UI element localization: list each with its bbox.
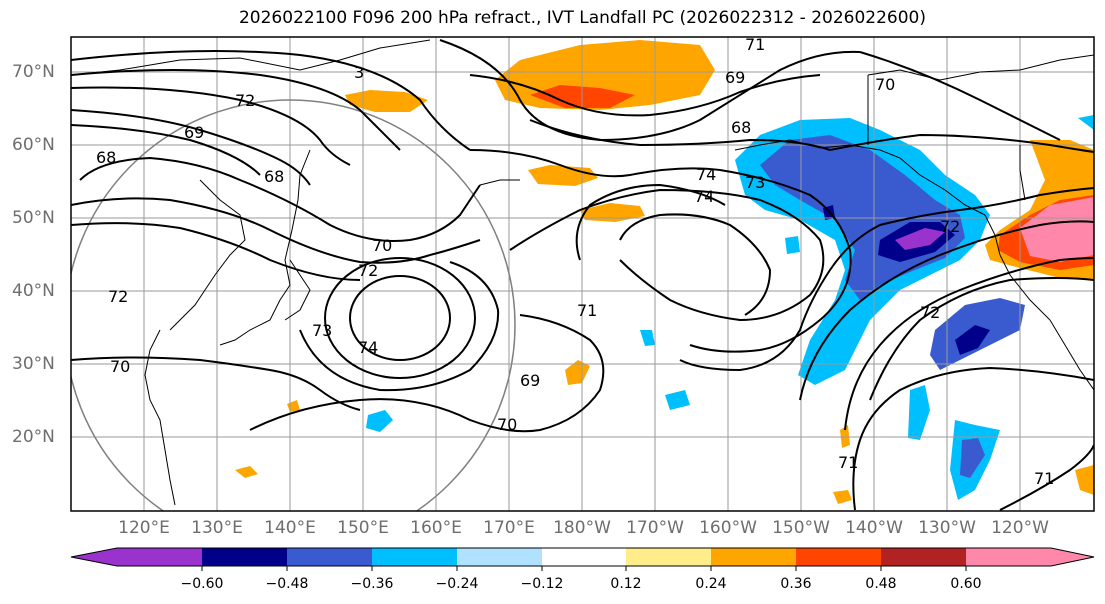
contour-label-group: 71 69 70 72 69 68 68 68 70 72 72 73 74 7…	[96, 35, 1054, 488]
colorbar-bin	[796, 548, 881, 566]
colorbar-tick-label: −0.12	[520, 576, 564, 592]
lon-label-150w: 150°W	[772, 518, 830, 538]
contour-label: 71	[1034, 469, 1054, 488]
colorbar-outline	[70, 547, 1095, 567]
lon-label-180w: 180°W	[553, 518, 611, 538]
colorbar-tick-label: −0.60	[180, 576, 224, 592]
map-frame	[70, 36, 1095, 512]
colorbar-tick-label: 0.48	[865, 576, 897, 592]
lon-label-170w: 170°W	[626, 518, 684, 538]
lon-label-130w: 130°W	[918, 518, 976, 538]
colorbar-tick-label: −0.36	[350, 576, 394, 592]
contour-label: 70	[372, 236, 392, 255]
contour-label: 69	[520, 371, 540, 390]
colorbar-bin	[711, 548, 796, 566]
colorbar-bin	[117, 548, 202, 566]
contour-label: 71	[745, 35, 765, 54]
colorbar-tick-label: 0.12	[610, 576, 642, 592]
contour-label: 72	[940, 217, 960, 236]
contour-label: 74	[696, 165, 716, 184]
lon-label-170e: 170°E	[483, 518, 535, 538]
contour-label: 72	[108, 287, 128, 306]
contour-label: 70	[875, 75, 895, 94]
contour-label: 72	[235, 91, 255, 110]
contour-label: 68	[264, 167, 284, 186]
lat-label-20n: 20°N	[12, 427, 55, 447]
colorbar-tick-label: 0.60	[950, 576, 982, 592]
colorbar-bin	[626, 548, 711, 566]
contour-label: 72	[920, 303, 940, 322]
lon-label-140w: 140°W	[845, 518, 903, 538]
contour-label: 70	[110, 357, 130, 376]
colorbar-bin	[372, 548, 457, 566]
contour-label: 71	[577, 301, 597, 320]
lon-label-140e: 140°E	[264, 518, 316, 538]
colorbar-bin	[881, 548, 966, 566]
contour-label: 70	[497, 415, 517, 434]
colorbar-bin	[966, 548, 1051, 566]
lat-label-60n: 60°N	[12, 135, 55, 155]
contour-label: 74	[358, 338, 378, 357]
lon-label-160w: 160°W	[699, 518, 757, 538]
contour-label: 3	[354, 63, 364, 82]
lon-label-120w: 120°W	[991, 518, 1049, 538]
lat-label-70n: 70°N	[12, 62, 55, 82]
colorbar-tick-label: 0.36	[780, 576, 812, 592]
colorbar-bin	[287, 548, 372, 566]
radius-circle	[71, 99, 516, 511]
contours	[71, 39, 1094, 511]
colorbar-max-extension	[1051, 548, 1094, 566]
contour-label: 68	[96, 148, 116, 167]
contour-label: 73	[745, 173, 765, 192]
coastlines	[71, 39, 1094, 506]
map-title: 2026022100 F096 200 hPa refract., IVT La…	[238, 8, 926, 28]
colorbar-tick-label: −0.48	[265, 576, 309, 592]
contour-label: 72	[358, 261, 378, 280]
contour-label: 73	[312, 321, 332, 340]
lon-label-120e: 120°E	[118, 518, 170, 538]
colorbar-min-extension	[71, 548, 117, 566]
colorbar-bin	[202, 548, 287, 566]
contour-label: 69	[184, 123, 204, 142]
contour-label: 68	[731, 118, 751, 137]
colorbar-bin	[542, 548, 626, 566]
contour-label: 71	[838, 453, 858, 472]
contour-label: 69	[725, 68, 745, 87]
colorbar-bin	[457, 548, 542, 566]
lat-label-30n: 30°N	[12, 354, 55, 374]
lat-label-50n: 50°N	[12, 208, 55, 228]
colorbar-tick-label: 0.24	[695, 576, 727, 592]
colorbar-tick-label: −0.24	[435, 576, 479, 592]
contour-label: 74	[694, 187, 714, 206]
lon-label-150e: 150°E	[337, 518, 389, 538]
colorbar	[70, 547, 1095, 571]
lon-label-160e: 160°E	[410, 518, 462, 538]
lat-label-40n: 40°N	[12, 281, 55, 301]
lon-label-130e: 130°E	[191, 518, 243, 538]
